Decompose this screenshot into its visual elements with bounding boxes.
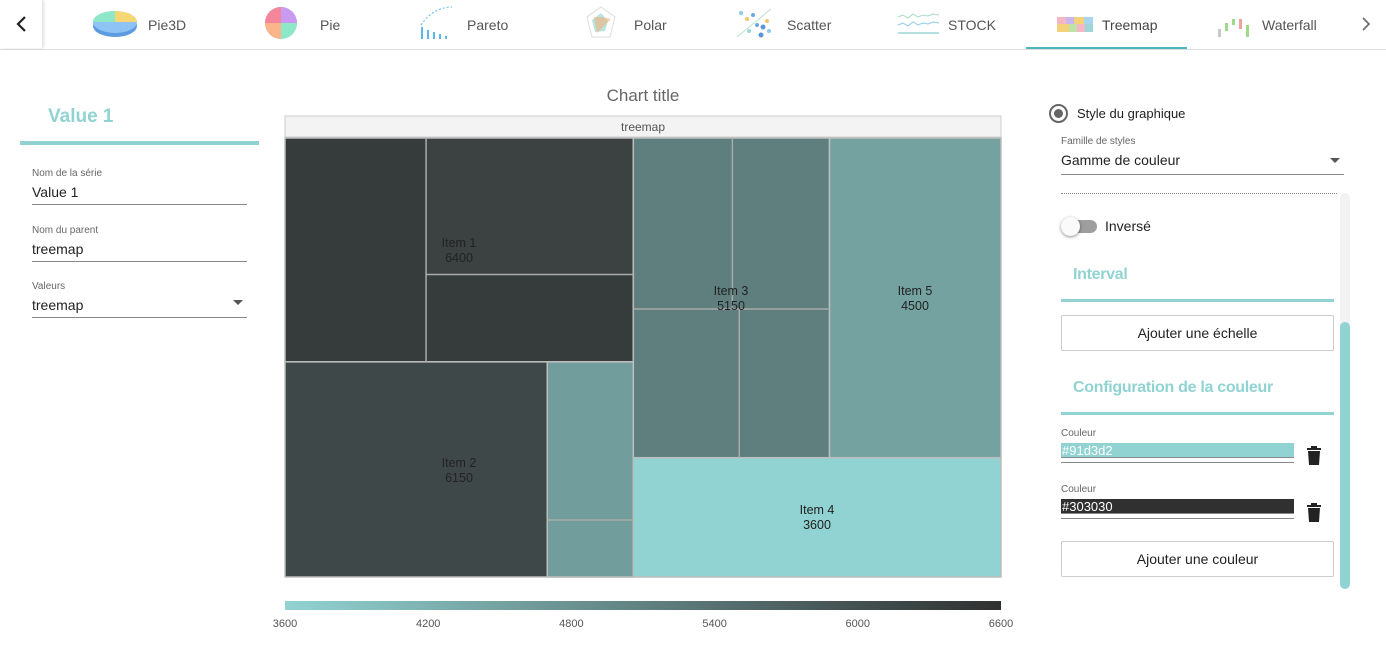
- parent-name-field[interactable]: Nom du parent treemap: [32, 225, 247, 262]
- tab-polar[interactable]: Polar: [580, 0, 720, 49]
- tab-pie-label: Pie: [320, 17, 341, 33]
- color-label: Couleur: [1061, 484, 1097, 495]
- stock-chart-icon: [897, 13, 940, 34]
- treemap-cell-item-5: [828, 137, 1002, 459]
- color-scale-tick-label: 4800: [559, 618, 583, 630]
- color-scale-tick-label: 5400: [702, 618, 726, 630]
- series-title: Value 1: [48, 106, 114, 127]
- inverse-label: Inversé: [1105, 218, 1151, 234]
- interval-underline: [1061, 299, 1334, 302]
- treemap-cell-item-3: [632, 137, 831, 459]
- color-underline: [1061, 514, 1294, 519]
- tabs-next-button[interactable]: [1346, 0, 1386, 48]
- tab-stock-label: STOCK: [948, 17, 996, 33]
- treemap-chart-icon: [1057, 17, 1093, 32]
- parent-name-value[interactable]: treemap: [32, 241, 84, 257]
- scatter-chart-icon: [736, 8, 772, 38]
- treemap-root-header: [284, 115, 1002, 138]
- tab-stock[interactable]: STOCK: [895, 0, 1020, 49]
- color-value[interactable]: #91d3d2: [1061, 443, 1294, 458]
- color-underline: [1061, 458, 1294, 463]
- treemap-value-item-2: 6150: [445, 471, 473, 485]
- treemap-label-item-3: Item 3: [714, 284, 749, 298]
- color-scale-bar: [285, 601, 1001, 610]
- dotted-divider: [1061, 193, 1337, 194]
- treemap-leaf-item-2b: [546, 361, 635, 578]
- color-scale-tick-label: 6600: [989, 618, 1013, 630]
- tab-pie3d[interactable]: Pie3D: [80, 0, 240, 49]
- treemap-cell-item-1: [284, 137, 635, 363]
- color-field-1[interactable]: Couleur #91d3d2: [1061, 428, 1294, 463]
- color-scale-tick-label: 3600: [273, 618, 297, 630]
- values-label: Valeurs: [32, 281, 66, 292]
- polar-chart-icon: [586, 6, 616, 38]
- color-value[interactable]: #303030: [1061, 499, 1294, 514]
- treemap-label-item-1: Item 1: [442, 236, 477, 250]
- inverse-toggle[interactable]: [1061, 217, 1097, 236]
- tab-pareto-label: Pareto: [467, 17, 509, 33]
- style-radio-button[interactable]: [1049, 104, 1068, 123]
- values-select[interactable]: Valeurs treemap: [32, 281, 247, 318]
- color-config-title: Configuration de la couleur: [1073, 379, 1273, 396]
- chart-title: Chart title: [606, 86, 680, 105]
- scrollbar-thumb[interactable]: [1340, 322, 1350, 589]
- color-scale-tick-label: 6000: [846, 618, 870, 630]
- treemap-value-item-1: 6400: [445, 251, 473, 265]
- values-value: treemap: [32, 297, 84, 313]
- tab-treemap-label: Treemap: [1102, 17, 1158, 33]
- treemap-label-item-4: Item 4: [800, 503, 835, 517]
- tab-pareto[interactable]: Pareto: [410, 0, 570, 49]
- chart-type-tabbar: Pie3D Pie Pareto Polar: [0, 0, 1386, 50]
- style-family-select[interactable]: Famille de styles Gamme de couleur: [1061, 136, 1344, 175]
- tabs-prev-button[interactable]: [0, 0, 42, 48]
- treemap-label-item-2: Item 2: [442, 456, 477, 470]
- add-color-button[interactable]: Ajouter une couleur: [1061, 541, 1334, 577]
- pareto-chart-icon: [420, 6, 453, 39]
- treemap-label-item-5: Item 5: [898, 284, 933, 298]
- toggle-knob: [1061, 217, 1080, 236]
- treemap-value-item-4: 3600: [803, 518, 831, 532]
- tab-waterfall-label: Waterfall: [1262, 17, 1317, 33]
- color-label: Couleur: [1061, 428, 1097, 439]
- parent-name-label: Nom du parent: [32, 225, 99, 236]
- style-family-value: Gamme de couleur: [1061, 152, 1181, 168]
- color-field-2[interactable]: Couleur #303030: [1061, 484, 1294, 519]
- series-name-value[interactable]: Value 1: [32, 184, 79, 200]
- chevron-right-icon: [1362, 17, 1371, 31]
- add-scale-button[interactable]: Ajouter une échelle: [1061, 315, 1334, 351]
- tab-treemap[interactable]: Treemap: [1026, 0, 1187, 49]
- treemap-cell-item-4: [632, 456, 1002, 578]
- style-radio-label: Style du graphique: [1077, 106, 1186, 121]
- series-title-underline: [20, 141, 259, 145]
- treemap-root-label: treemap: [621, 120, 665, 134]
- trash-icon[interactable]: [1306, 446, 1322, 466]
- treemap-value-item-5: 4500: [901, 299, 929, 313]
- tab-pie3d-label: Pie3D: [148, 17, 187, 33]
- color-config-underline: [1061, 412, 1334, 415]
- series-name-field[interactable]: Nom de la série Value 1: [32, 168, 247, 205]
- tab-scatter-label: Scatter: [787, 17, 832, 33]
- dropdown-caret-icon: [233, 300, 243, 305]
- chevron-left-icon: [16, 16, 26, 32]
- pie3d-chart-icon: [93, 11, 137, 37]
- dropdown-caret-icon: [1330, 158, 1340, 163]
- tab-pie[interactable]: Pie: [250, 0, 405, 49]
- waterfall-chart-icon: [1218, 19, 1249, 37]
- treemap-value-item-3: 5150: [717, 299, 745, 313]
- trash-icon[interactable]: [1306, 503, 1322, 523]
- interval-title: Interval: [1073, 266, 1128, 283]
- pie-chart-icon: [265, 7, 297, 39]
- tab-polar-label: Polar: [634, 17, 667, 33]
- series-name-label: Nom de la série: [32, 168, 103, 179]
- tab-scatter[interactable]: Scatter: [730, 0, 890, 49]
- style-family-label: Famille de styles: [1061, 136, 1136, 147]
- tab-waterfall[interactable]: Waterfall: [1195, 0, 1345, 49]
- color-scale-tick-label: 4200: [416, 618, 440, 630]
